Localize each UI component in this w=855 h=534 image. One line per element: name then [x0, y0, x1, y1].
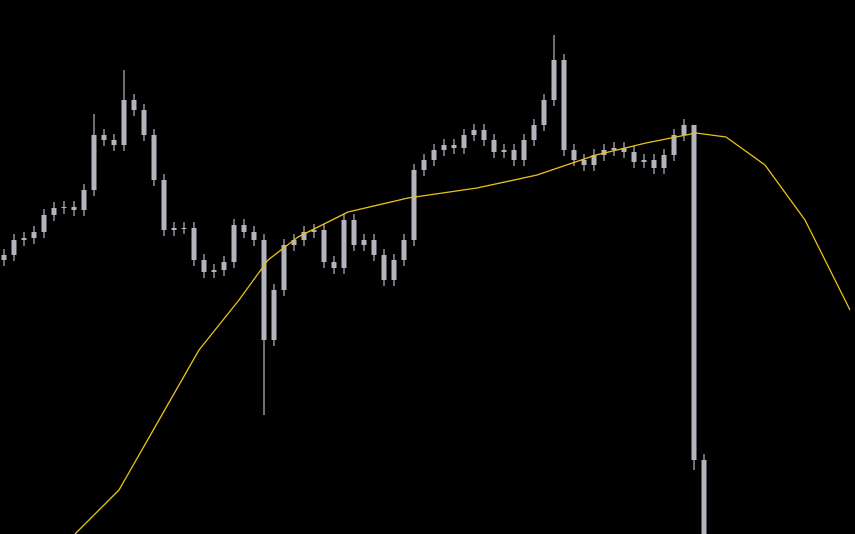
candle-body: [221, 262, 227, 270]
candle-body: [551, 60, 557, 100]
candle-body: [141, 110, 147, 135]
candle-body: [321, 230, 327, 262]
candle-body: [691, 125, 697, 460]
candle-body: [571, 150, 577, 160]
candle-body: [521, 140, 527, 160]
candle-body: [611, 148, 617, 150]
candle-body: [1, 255, 7, 260]
candle-body: [481, 130, 487, 140]
candle-body: [361, 240, 367, 245]
candle-body: [631, 152, 637, 162]
candle-body: [651, 160, 657, 168]
candle-body: [251, 232, 257, 240]
candle-body: [401, 240, 407, 260]
candle-body: [311, 230, 317, 232]
candle-body: [371, 240, 377, 255]
candle-body: [211, 270, 217, 272]
candle-body: [431, 150, 437, 160]
candle-body: [671, 135, 677, 155]
candle-body: [541, 100, 547, 125]
candle-body: [91, 135, 97, 190]
candle-body: [341, 220, 347, 268]
candle-body: [191, 228, 197, 260]
candle-body: [421, 160, 427, 170]
candle-body: [301, 232, 307, 240]
candle-body: [581, 160, 587, 165]
candle-body: [461, 135, 467, 148]
candle-body: [121, 100, 127, 145]
candle-body: [561, 60, 567, 150]
candle-body: [531, 125, 537, 140]
candle-body: [411, 170, 417, 240]
candle-body: [641, 160, 647, 162]
candle-body: [241, 225, 247, 232]
candle-body: [351, 220, 357, 245]
candle-body: [621, 148, 627, 152]
candle-body: [391, 260, 397, 280]
candle-body: [151, 135, 157, 180]
candle-body: [201, 260, 207, 272]
candle-body: [501, 150, 507, 152]
candle-body: [161, 180, 167, 230]
candle-body: [41, 215, 47, 232]
candle-body: [51, 208, 57, 215]
candle-body: [331, 262, 337, 268]
candle-body: [131, 100, 137, 110]
candle-body: [281, 245, 287, 290]
candle-body: [441, 145, 447, 150]
candle-body: [171, 228, 177, 230]
candle-body: [181, 228, 187, 229]
candle-body: [81, 190, 87, 210]
candle-body: [101, 135, 107, 140]
candle-body: [231, 225, 237, 262]
candle-body: [31, 232, 37, 238]
candle-body: [661, 155, 667, 168]
candle-body: [701, 460, 707, 534]
candle-body: [381, 255, 387, 280]
candle-body: [11, 240, 17, 255]
candle-body: [491, 140, 497, 152]
candle-body: [291, 240, 297, 245]
candle-body: [271, 290, 277, 340]
moving-average-line: [74, 132, 851, 534]
candle-body: [681, 125, 687, 135]
candle-body: [471, 130, 477, 135]
candle-body: [71, 207, 77, 210]
candle-body: [61, 207, 67, 208]
candle-body: [261, 240, 267, 340]
candle-body: [591, 155, 597, 165]
candle-body: [511, 150, 517, 160]
candle-body: [111, 140, 117, 145]
candle-body: [451, 145, 457, 148]
candle-body: [21, 238, 27, 240]
